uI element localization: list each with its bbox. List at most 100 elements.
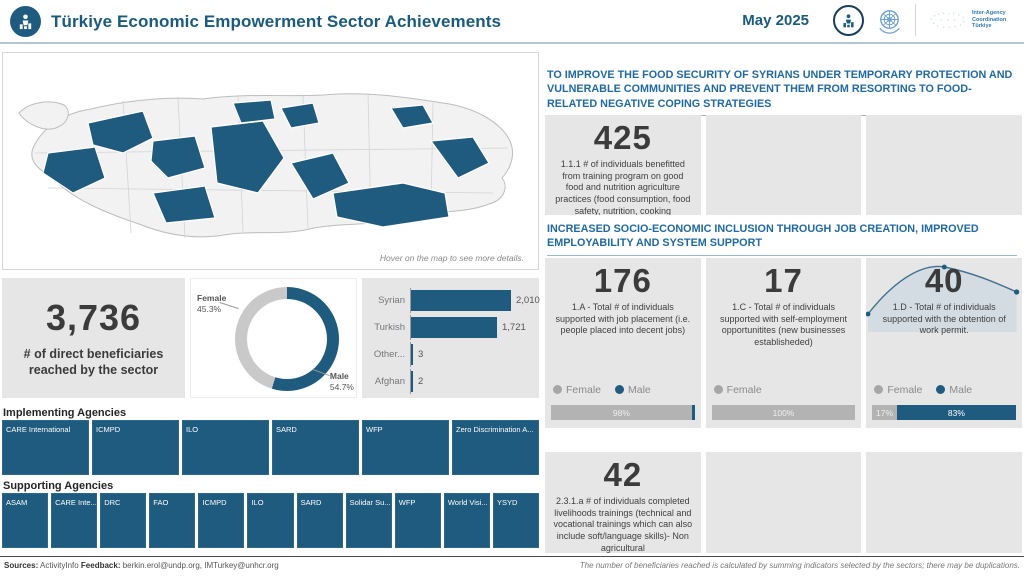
map-hover-hint: Hover on the map to see more details. [379,253,524,263]
empty-card [866,452,1023,553]
nationality-category: Afghan [374,376,405,387]
gender-split-bar[interactable]: 17% 83% [872,405,1016,420]
section1-heading: TO IMPROVE THE FOOD SECURITY OF SYRIANS … [547,68,1017,116]
supporting-agencies-title: Supporting Agencies [3,480,114,492]
nationality-category: Other... [373,349,405,360]
supporting-agencies-row: ASAM CARE Inte... DRC FAO ICMPD ILO SARD… [2,493,540,548]
beneficiaries-label: # of direct beneficiaries reached by the… [23,347,164,377]
nationality-bar[interactable] [411,290,511,311]
implementing-agencies-row: CARE International ICMPD ILO SARD WFP Ze… [2,420,539,475]
livelihoods-cards-row: 42 2.3.1.a # of individuals completed li… [545,452,1023,553]
nationality-bar[interactable] [411,317,497,338]
kpi-card-176[interactable]: 176 1.A - Total # of individuals support… [545,258,701,428]
agency-tile[interactable]: ASAM [2,493,49,548]
sector-logo-icon [10,6,41,37]
inclusion-cards-row: 176 1.A - Total # of individuals support… [545,258,1023,428]
gender-split-bar[interactable]: 100% [711,405,856,420]
kpi-card-value: 176 [593,262,652,299]
sector-round-logo-icon [833,4,864,36]
agency-tile[interactable]: WFP [394,493,441,548]
feedback-emails[interactable]: berkin.erol@undp.org, IMTurkey@unhcr.org [120,561,279,570]
female-legend-dot-icon [874,385,884,394]
female-bar-segment[interactable]: 17% [872,405,897,420]
donut-label-female: Female 45.3% [197,293,227,315]
agency-tile[interactable]: FAO [149,493,196,548]
trend-sparkline [866,264,1020,332]
male-bar-segment[interactable] [691,405,695,420]
footer-sources: Sources: ActivityInfo Feedback: berkin.e… [4,561,279,570]
kpi-card-40[interactable]: 40 1.D - Total # of individuals supporte… [866,258,1023,428]
header-left: Türkiye Economic Empowerment Sector Achi… [10,6,501,37]
nationality-row[interactable]: Afghan 2 [366,369,533,394]
kpi-card-value: 17 [764,262,803,299]
empty-card [705,452,862,553]
kpi-card-label: 1.A - Total # of individuals supported w… [555,302,691,336]
agency-tile[interactable]: DRC [100,493,147,548]
agency-tile[interactable]: Solidar Su... [345,493,392,548]
implementing-agencies-title: Implementing Agencies [3,407,127,419]
food-security-cards-row: 425 1.1.1 # of individuals benefitted fr… [545,115,1023,215]
footer: Sources: ActivityInfo Feedback: berkin.e… [4,561,1020,570]
nationality-bar-chart[interactable]: Syrian 2,010 Turkish 1,721 Other... 3 Af… [362,278,540,398]
header-right: May 2025 Inter-Agen [742,4,1016,36]
inter-agency-label: Inter-Agency Coordination Türkiye [972,9,1007,30]
section2-heading: INCREASED SOCIO-ECONOMIC INCLUSION THROU… [547,222,1017,256]
empty-card [705,115,862,215]
beneficiaries-kpi-card: 3,736 # of direct beneficiaries reached … [2,278,185,398]
donut-ring[interactable] [235,287,339,391]
nationality-row[interactable]: Syrian 2,010 [366,288,540,313]
nationality-bar[interactable] [411,344,413,365]
inter-agency-logo: Inter-Agency Coordination Türkiye [926,7,1016,33]
kpi-card-label: 2.3.1.a # of individuals completed livel… [553,496,693,553]
kpi-card-17[interactable]: 17 1.C - Total # of individuals supporte… [705,258,862,428]
kpi-card-label: 1.D - Total # of individuals supported w… [882,302,1006,336]
footer-note: The number of beneficiaries reached is c… [579,561,1020,570]
header-divider [915,4,916,36]
nationality-row[interactable]: Turkish 1,721 [366,315,533,340]
header-bar: Türkiye Economic Empowerment Sector Achi… [0,0,1024,44]
agency-tile[interactable]: CARE Inte... [51,493,98,548]
agency-tile[interactable]: ICMPD [198,493,245,548]
nationality-value: 3 [418,349,424,360]
nationality-row[interactable]: Other... 3 [366,342,533,367]
nationality-value: 2 [418,376,424,387]
turkey-dotted-map-icon [930,12,965,29]
kpi-card-value: 425 [593,119,652,156]
agency-tile[interactable]: ILO [247,493,294,548]
nationality-bar[interactable] [411,371,413,392]
agency-tile[interactable]: SARD [272,420,359,475]
gender-split-bar[interactable]: 98% [551,405,695,420]
nationality-value: 2,010 [516,295,540,306]
gender-legend: Female Male [553,384,651,396]
agency-tile[interactable]: Zero Discrimination A... [452,420,539,475]
footer-divider [0,556,1024,557]
un-logo-icon [874,5,905,36]
agency-tile[interactable]: SARD [296,493,343,548]
agency-tile[interactable]: CARE International [2,420,89,475]
agency-tile[interactable]: ILO [182,420,269,475]
nationality-value: 1,721 [502,322,526,333]
agency-tile[interactable]: World Visi... [443,493,490,548]
female-legend-dot-icon [553,385,562,394]
kpi-card-label: 1.C - Total # of individuals supported w… [719,302,848,348]
kpi-card-value: 42 [603,456,643,493]
empty-card [866,115,1023,215]
nationality-category: Syrian [378,295,405,306]
gender-legend: Female [713,384,762,396]
agency-tile[interactable]: WFP [362,420,449,475]
female-legend-dot-icon [713,385,723,394]
turkey-choropleth-map[interactable]: Hover on the map to see more details. [2,52,539,270]
agency-tile[interactable]: YSYD [492,493,540,548]
female-bar-segment[interactable]: 98% [551,405,692,420]
turkey-map-svg[interactable] [3,53,538,253]
agency-tile[interactable]: ICMPD [92,420,179,475]
kpi-card-42[interactable]: 42 2.3.1.a # of individuals completed li… [545,452,701,553]
nationality-category: Turkish [374,322,405,333]
gender-legend: Female Male [874,384,972,396]
donut-label-male: Male 54.7% [329,370,354,392]
male-legend-dot-icon [615,385,625,394]
gender-donut-chart[interactable]: Female 45.3% Male 54.7% [190,278,357,398]
female-bar-segment[interactable]: 100% [711,405,856,420]
male-bar-segment[interactable]: 83% [896,405,1016,420]
kpi-card-425[interactable]: 425 1.1.1 # of individuals benefitted fr… [545,115,701,215]
